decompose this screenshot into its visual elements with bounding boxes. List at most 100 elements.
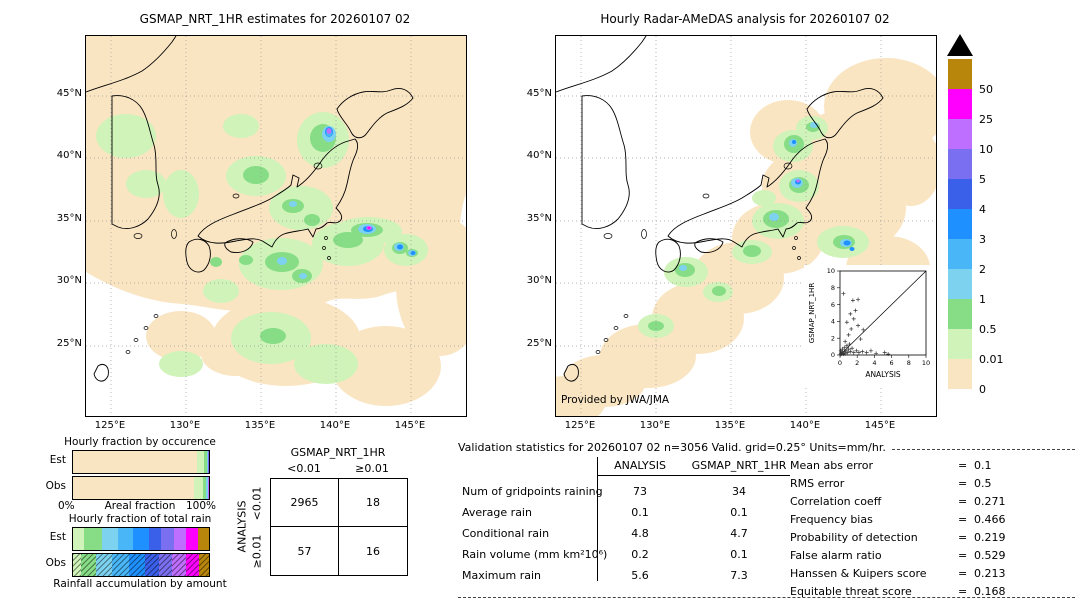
colorbar-label: 10 <box>979 143 993 156</box>
scatter-point <box>886 352 891 357</box>
coastline <box>197 138 358 248</box>
island <box>327 256 331 260</box>
svg-text:2: 2 <box>855 359 859 367</box>
validation-header-rule <box>597 475 790 476</box>
island <box>322 246 326 250</box>
validation-value: 0.2 <box>631 548 649 561</box>
coastline <box>667 138 828 248</box>
coastline <box>556 36 647 93</box>
validation-value: 0.1 <box>730 548 748 561</box>
colorbar-swatch <box>948 269 972 299</box>
svg-text:10: 10 <box>827 267 835 275</box>
totalrain-caption: Rainfall accumulation by amount <box>53 578 227 590</box>
colorbar-level: 10 <box>948 119 993 156</box>
validation-row-label: Average rain <box>462 506 532 519</box>
island <box>794 236 798 240</box>
bar-segment-50 <box>199 554 209 576</box>
scatter-point <box>882 350 887 355</box>
validation-row-label: Rain volume (mm km²10⁶) <box>462 548 608 561</box>
island <box>702 193 710 199</box>
svg-text:0: 0 <box>838 359 842 367</box>
lon-label: 135°E <box>244 420 276 431</box>
colorbar-swatch <box>948 329 972 359</box>
stat-row: Equitable threat score = 0.168 <box>790 582 1006 600</box>
validation-col-header: GSMAP_NRT_1HR <box>691 459 787 472</box>
bar-segment-0.01 <box>194 477 203 499</box>
bar-segment-10 <box>173 528 186 550</box>
stat-row: Frequency bias = 0.466 <box>790 510 1006 528</box>
totalrain-bar-est <box>72 527 210 551</box>
map-credit: Provided by JWA/JMA <box>561 394 670 406</box>
scatter-point <box>849 326 854 331</box>
inset-axes: 00 2 2 4 4 6 6 8 8 10 10 <box>827 267 930 367</box>
lon-label: 140°E <box>789 420 821 431</box>
validation-value: 0.1 <box>631 506 649 519</box>
validation-value: 73 <box>633 485 647 498</box>
svg-text:0: 0 <box>831 351 835 359</box>
colorbar-swatch <box>948 299 972 329</box>
scatter-point <box>841 291 846 296</box>
scatter-point <box>848 349 853 354</box>
bar-segment-50 <box>198 528 209 550</box>
coastline <box>563 364 579 382</box>
validation-title: Validation statistics for 20260107 02 n=… <box>458 441 1075 454</box>
lat-label: 25°N <box>526 338 552 349</box>
dashed-rule <box>891 441 1075 450</box>
bar-segment-5 <box>208 451 209 473</box>
map-layers <box>86 36 466 416</box>
validation-value: 4.8 <box>631 527 649 540</box>
lon-label: 125°E <box>94 420 126 431</box>
stat-equals: = <box>958 476 968 490</box>
occurrence-chart-title: Hourly fraction by occurence <box>64 436 216 448</box>
scatter-point <box>851 316 856 321</box>
bar-segment-25 <box>185 554 200 576</box>
coastline <box>806 87 884 139</box>
bar-segment-0 <box>73 451 197 473</box>
bar-segment-0.01 <box>196 451 204 473</box>
inset-y-axis-label: GSMAP_NRT_1HR <box>808 283 816 344</box>
colorbar-overflow-triangle <box>947 34 973 56</box>
lat-label: 35°N <box>526 213 552 224</box>
validation-title-text: Validation statistics for 20260107 02 n=… <box>458 441 886 454</box>
colorbar-label: 25 <box>979 113 993 126</box>
svg-text:6: 6 <box>831 301 835 309</box>
coastline <box>694 238 724 253</box>
scatter-point <box>868 348 873 353</box>
validation-row-label: Maximum rain <box>462 569 541 582</box>
bar-segment-1 <box>206 477 208 499</box>
stat-label: Hanssen & Kuipers score <box>790 566 927 580</box>
lat-label: 35°N <box>56 213 82 224</box>
colorbar-level: 1 <box>948 269 986 306</box>
coastline <box>111 95 160 230</box>
inset-scatter-points <box>838 291 891 357</box>
stat-label: RMS error <box>790 476 845 490</box>
stat-row: False alarm ratio = 0.529 <box>790 546 1006 564</box>
svg-text:8: 8 <box>831 284 835 292</box>
island <box>792 246 796 250</box>
colorbar-level: 2 <box>948 239 986 276</box>
right-map-title: Hourly Radar-AMeDAS analysis for 2026010… <box>600 12 890 26</box>
validation-row-label: Conditional rain <box>462 527 550 540</box>
island <box>324 236 328 240</box>
stat-label: Equitable threat score <box>790 584 912 598</box>
scatter-point <box>843 339 848 344</box>
validation-row-label: Num of gridpoints raining <box>462 485 603 498</box>
inset-diagonal-line <box>839 270 927 356</box>
colorbar-level: 0.01 <box>948 329 1004 366</box>
island <box>232 193 240 199</box>
scatter-point <box>856 350 861 355</box>
bar-segment-2 <box>207 451 209 473</box>
scatter-point <box>856 323 861 328</box>
colorbar-blocks: 50 25 10 5 4 3 2 1 0.5 0.01 0 <box>948 59 1028 396</box>
scatter-point <box>856 297 861 302</box>
colorbar-swatch <box>948 179 972 209</box>
validation-value: 4.7 <box>730 527 748 540</box>
coastline <box>185 238 211 273</box>
colorbar-label: 0 <box>979 383 986 396</box>
stat-value: 0.529 <box>974 548 1006 562</box>
colorbar-swatch <box>948 119 972 149</box>
lon-label: 125°E <box>564 420 596 431</box>
coastline <box>86 36 177 93</box>
bar-segment-5 <box>161 528 174 550</box>
